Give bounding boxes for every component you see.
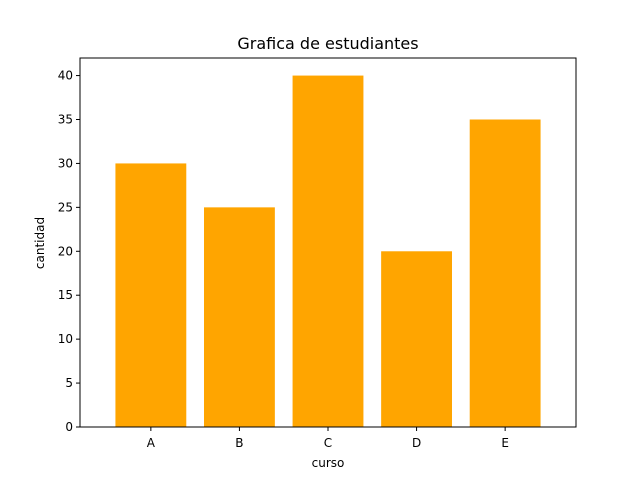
y-tick-label: 10 [58, 332, 73, 346]
x-axis-label: curso [312, 456, 345, 470]
y-tick-label: 20 [58, 244, 73, 258]
x-tick-label-a: A [147, 436, 156, 450]
x-tick-label-b: B [235, 436, 243, 450]
x-tick-label-d: D [412, 436, 421, 450]
bars-group [115, 75, 541, 428]
y-tick-label: 5 [65, 376, 73, 390]
bar-e [469, 119, 541, 427]
y-tick-label: 15 [58, 288, 73, 302]
plot-frame [79, 57, 577, 428]
y-tick-label: 25 [58, 200, 73, 214]
x-tick-label-c: C [324, 436, 332, 450]
chart-title: Grafica de estudiantes [237, 34, 418, 53]
x-tick-label-e: E [501, 436, 509, 450]
bar-b [204, 207, 275, 427]
y-axis-ticks: 0 5 10 15 20 25 30 35 40 [58, 69, 80, 434]
y-axis-label: cantidad [33, 217, 47, 269]
bar-c [292, 75, 364, 428]
y-tick-label: 40 [58, 69, 73, 83]
bar-d [381, 251, 452, 427]
y-tick-label: 0 [65, 420, 73, 434]
x-axis-ticks: A B C D E [147, 427, 509, 450]
y-tick-label: 35 [58, 113, 73, 127]
y-tick-label: 30 [58, 156, 73, 170]
bar-a [115, 163, 187, 427]
